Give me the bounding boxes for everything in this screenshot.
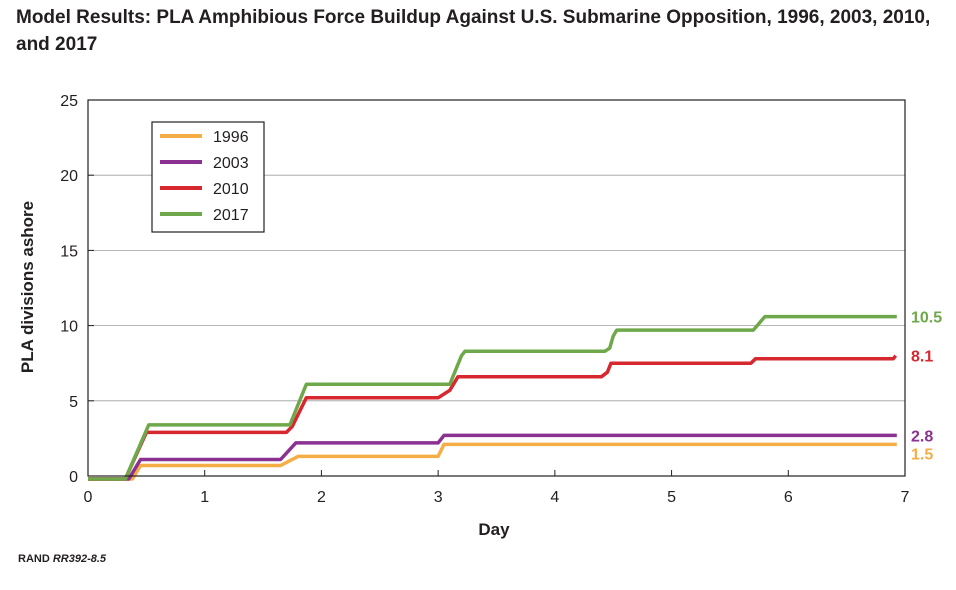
- x-tick-label: 2: [317, 489, 326, 506]
- end-label-2010: 8.1: [911, 349, 933, 366]
- plot-frame: [87, 99, 906, 477]
- end-label-2003: 2.8: [911, 428, 933, 445]
- y-axis-label: PLA divisions ashore: [18, 201, 37, 373]
- end-labels: 10.5 8.1 2.81.5: [911, 310, 942, 464]
- series-line-2017: [88, 314, 897, 481]
- legend-label-2010: 2010: [213, 181, 249, 198]
- x-tick-label: 4: [550, 489, 559, 506]
- series-line-2003: [88, 433, 897, 481]
- y-tick-label: 0: [69, 469, 78, 486]
- y-tick-label: 20: [60, 168, 78, 185]
- y-tick-label: 10: [60, 319, 78, 336]
- series-lines: [88, 314, 898, 481]
- credit-org: RAND: [18, 553, 50, 565]
- legend: 1996 2003 2010 2017: [151, 121, 265, 233]
- axis-ticks: 0 1 2 3 4 5 6 7 0 5 10 15 20 25: [60, 93, 909, 506]
- y-tick-label: 5: [69, 394, 78, 411]
- legend-label-1996: 1996: [213, 129, 249, 146]
- x-tick-label: 1: [200, 489, 209, 506]
- series-line-1996: [88, 442, 897, 481]
- x-tick-label: 3: [434, 489, 443, 506]
- end-label-1996: 1.5: [911, 446, 933, 463]
- x-tick-label: 5: [667, 489, 676, 506]
- x-tick-label: 7: [901, 489, 910, 506]
- credit-code: RR392-8.5: [52, 553, 107, 565]
- x-tick-label: 6: [784, 489, 793, 506]
- chart-title: Model Results: PLA Amphibious Force Buil…: [16, 7, 931, 55]
- series-line-2010: [88, 354, 898, 481]
- legend-label-2017: 2017: [213, 207, 249, 224]
- x-axis-label: Day: [478, 520, 510, 539]
- y-tick-label: 15: [60, 243, 78, 260]
- legend-label-2003: 2003: [213, 155, 249, 172]
- x-tick-label: 0: [84, 489, 93, 506]
- source-credit: RAND RR392-8.5: [18, 553, 106, 565]
- end-label-2017: 10.5: [911, 310, 942, 327]
- y-tick-label: 25: [60, 93, 78, 110]
